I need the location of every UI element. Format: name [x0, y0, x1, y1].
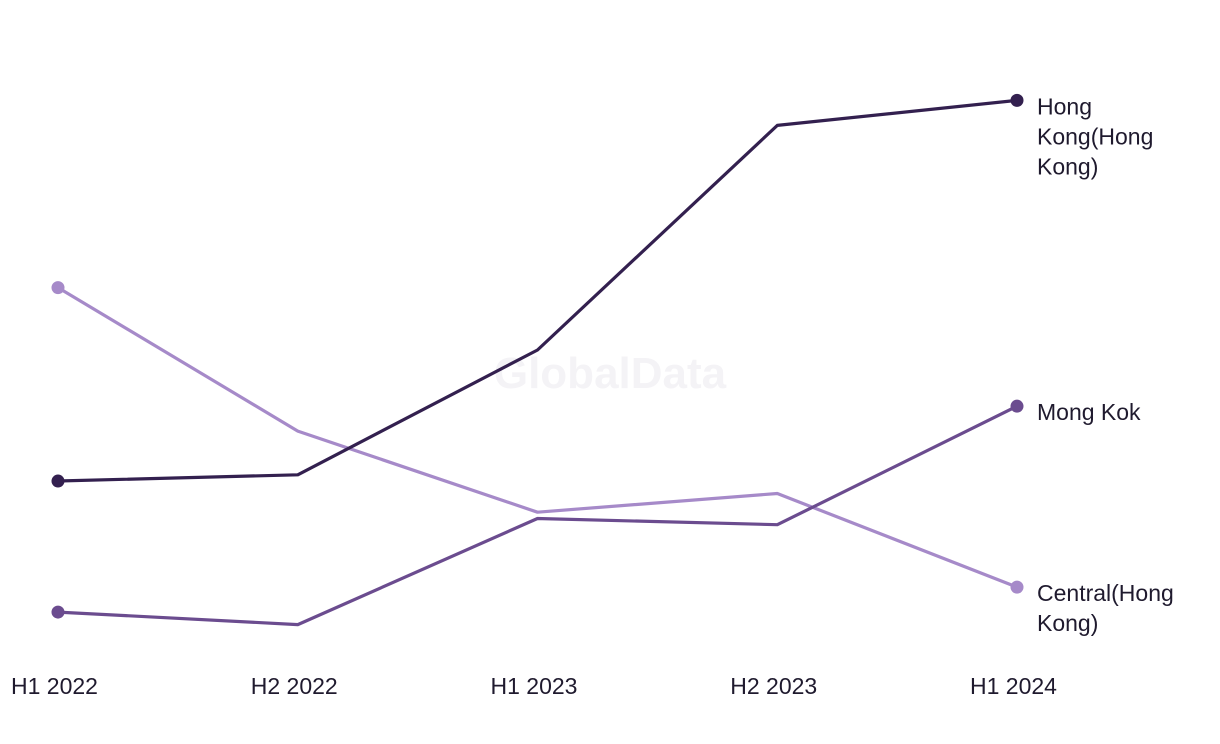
series-start-point	[51, 605, 65, 619]
series-end-point	[1010, 399, 1024, 413]
series-2	[51, 281, 1024, 594]
series-label-line: Hong	[1037, 93, 1092, 119]
series-end-point	[1010, 93, 1024, 107]
series-start-point	[51, 474, 65, 488]
series-line	[56, 404, 1019, 627]
series-end-point	[1010, 580, 1024, 594]
x-tick-label: H1 2024	[970, 673, 1057, 699]
x-tick-label: H1 2023	[491, 673, 578, 699]
series-line	[56, 98, 1019, 483]
series-label-line: Central(Hong	[1037, 580, 1174, 606]
x-tick-label: H1 2022	[11, 673, 98, 699]
series-label: Mong Kok	[1037, 399, 1141, 425]
series-label-line: Kong)	[1037, 153, 1098, 179]
series-label: Central(Hong Kong)	[1037, 580, 1174, 636]
series-label-line: Kong(Hong	[1037, 123, 1153, 149]
watermark: GlobalData	[494, 349, 727, 398]
series-0	[51, 93, 1024, 488]
series-1	[51, 399, 1024, 627]
x-tick-label: H2 2023	[730, 673, 817, 699]
x-axis-ticks: H1 2022 H2 2022 H1 2023 H2 2023 H1 2024	[11, 673, 1057, 699]
series-label-line: Kong)	[1037, 610, 1098, 636]
series-layer	[51, 93, 1024, 627]
series-start-point	[51, 281, 65, 295]
series-label: Hong Kong(Hong Kong)	[1037, 93, 1153, 179]
x-tick-label: H2 2022	[251, 673, 338, 699]
series-labels: Central(Hong Kong) Mong Kok Hong Kong(Hong Ko…	[1037, 93, 1174, 636]
series-label-line: Mong Kok	[1037, 399, 1141, 425]
series-line	[56, 286, 1019, 589]
